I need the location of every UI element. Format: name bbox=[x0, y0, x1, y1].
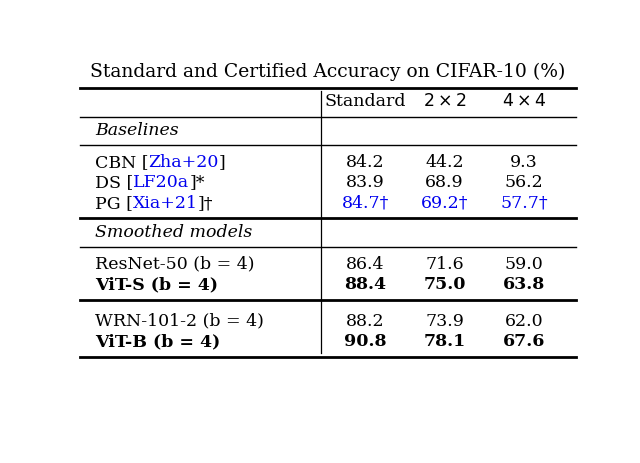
Text: Zha+20: Zha+20 bbox=[148, 154, 219, 171]
Text: LF20a: LF20a bbox=[133, 175, 189, 191]
Text: CBN [: CBN [ bbox=[95, 154, 148, 171]
Text: 84.7†: 84.7† bbox=[342, 194, 389, 212]
Text: Standard and Certified Accuracy on CIFAR-10 (%): Standard and Certified Accuracy on CIFAR… bbox=[90, 63, 566, 81]
Text: Xia+21: Xia+21 bbox=[132, 194, 198, 212]
Text: 71.6: 71.6 bbox=[425, 256, 464, 273]
Text: 68.9: 68.9 bbox=[425, 175, 464, 191]
Text: WRN-101-2 (b = 4): WRN-101-2 (b = 4) bbox=[95, 313, 264, 330]
Text: 9.3: 9.3 bbox=[510, 154, 538, 171]
Text: 67.6: 67.6 bbox=[503, 333, 545, 350]
Text: 56.2: 56.2 bbox=[504, 175, 543, 191]
Text: 90.8: 90.8 bbox=[344, 333, 387, 350]
Text: ]†: ]† bbox=[198, 194, 213, 212]
Text: PG [: PG [ bbox=[95, 194, 132, 212]
Text: DS [: DS [ bbox=[95, 175, 133, 191]
Text: 86.4: 86.4 bbox=[346, 256, 385, 273]
Text: 73.9: 73.9 bbox=[425, 313, 464, 330]
Text: ResNet-50 (b = 4): ResNet-50 (b = 4) bbox=[95, 256, 254, 273]
Text: ]: ] bbox=[219, 154, 225, 171]
Text: 78.1: 78.1 bbox=[424, 333, 466, 350]
Text: 88.2: 88.2 bbox=[346, 313, 385, 330]
Text: Standard: Standard bbox=[324, 94, 406, 110]
Text: ViT-S (b = 4): ViT-S (b = 4) bbox=[95, 276, 218, 293]
Text: 62.0: 62.0 bbox=[504, 313, 543, 330]
Text: 57.7†: 57.7† bbox=[500, 194, 548, 212]
Text: 75.0: 75.0 bbox=[423, 276, 466, 293]
Text: $2 \times 2$: $2 \times 2$ bbox=[423, 94, 467, 110]
Text: 63.8: 63.8 bbox=[503, 276, 545, 293]
Text: 88.4: 88.4 bbox=[344, 276, 387, 293]
Text: ]*: ]* bbox=[189, 175, 205, 191]
Text: Baselines: Baselines bbox=[95, 122, 179, 139]
Text: 84.2: 84.2 bbox=[346, 154, 385, 171]
Text: 83.9: 83.9 bbox=[346, 175, 385, 191]
Text: ViT-B (b = 4): ViT-B (b = 4) bbox=[95, 333, 220, 350]
Text: 44.2: 44.2 bbox=[425, 154, 464, 171]
Text: 59.0: 59.0 bbox=[504, 256, 543, 273]
Text: $4 \times 4$: $4 \times 4$ bbox=[502, 94, 546, 110]
Text: Smoothed models: Smoothed models bbox=[95, 224, 252, 241]
Text: 69.2†: 69.2† bbox=[421, 194, 468, 212]
